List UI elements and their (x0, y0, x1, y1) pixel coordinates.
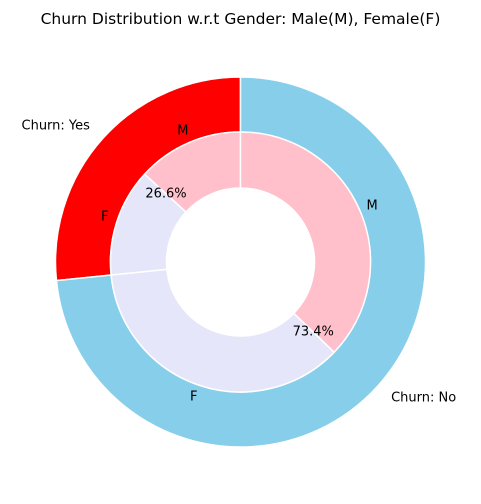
inner-slice-label-3: M (366, 199, 377, 214)
inner-slice-pct-1: 26.6% (145, 186, 186, 201)
inner-slice-pct-3: 73.4% (293, 325, 334, 340)
inner-slice-label-0: M (177, 124, 188, 139)
inner-slice-label-2: F (190, 390, 197, 405)
outer-slice-label-0: Churn: Yes (22, 118, 91, 133)
outer-slice-label-1: Churn: No (391, 391, 456, 406)
chart-title: Churn Distribution w.r.t Gender: Male(M)… (41, 10, 441, 28)
inner-slice-2 (110, 268, 336, 393)
inner-slice-label-1: F (101, 209, 108, 224)
inner-ring (109, 131, 372, 393)
slice-labels: Churn: Yes Churn: No M F 26.6% F M 73.4% (22, 118, 457, 405)
inner-slice-3 (239, 131, 372, 354)
